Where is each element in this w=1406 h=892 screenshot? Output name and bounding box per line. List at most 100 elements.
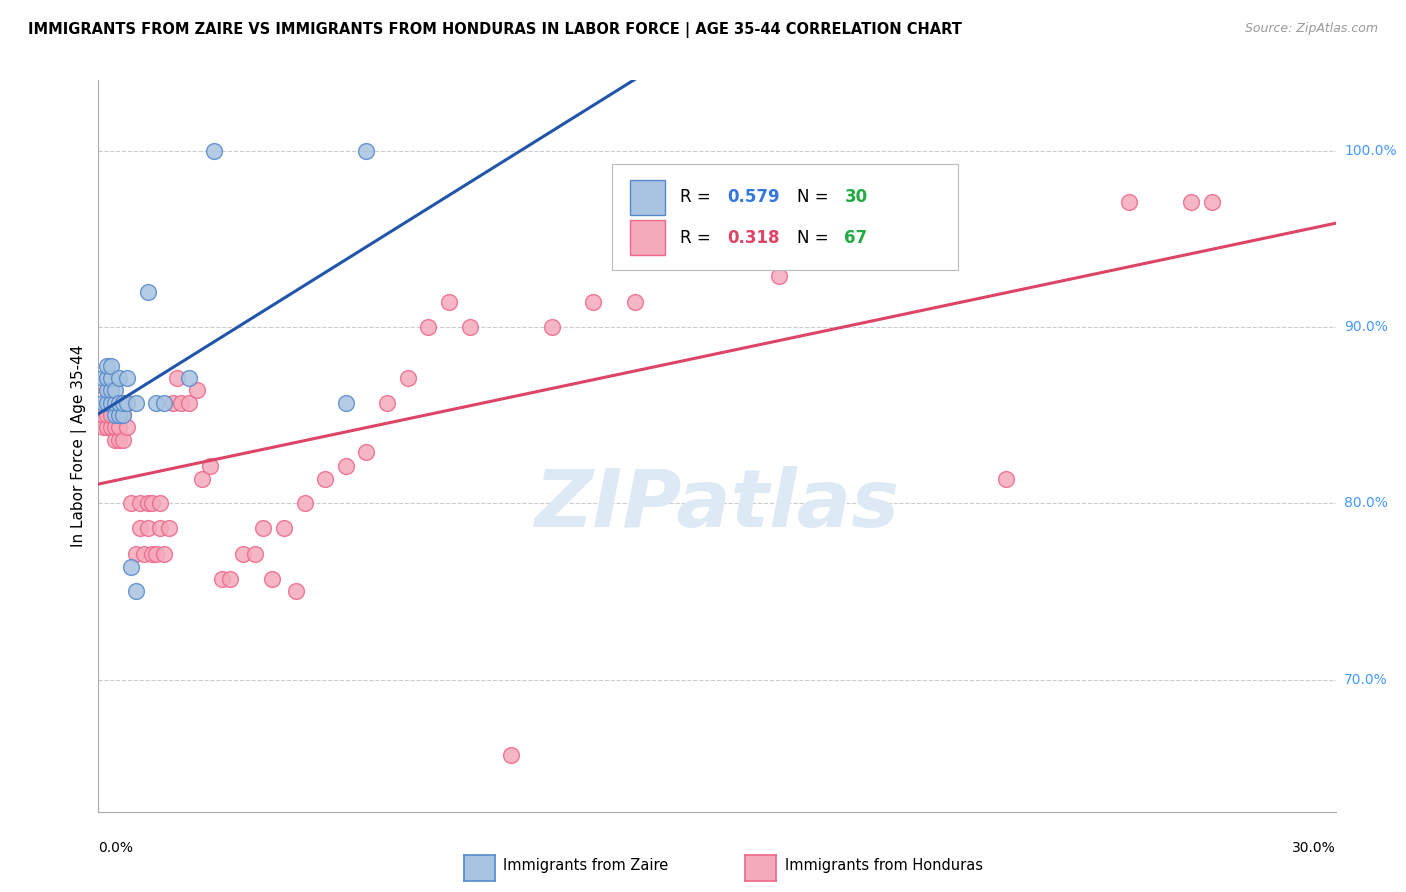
Point: [153, 396, 176, 410]
Point: [623, 295, 645, 310]
Point: [768, 268, 790, 283]
Point: [96, 396, 118, 410]
Point: [108, 420, 131, 434]
Point: [96, 396, 118, 410]
Point: [100, 396, 122, 410]
Point: [232, 548, 254, 562]
Point: [100, 408, 122, 422]
Point: [198, 459, 221, 474]
Point: [100, 359, 122, 373]
Point: [108, 371, 131, 385]
Text: 70.0%: 70.0%: [1344, 673, 1388, 687]
Point: [149, 496, 172, 510]
Point: [219, 572, 242, 586]
Point: [994, 472, 1017, 486]
Point: [458, 320, 481, 334]
Point: [145, 396, 167, 410]
Point: [124, 584, 146, 599]
Text: 67: 67: [845, 228, 868, 246]
Text: R =: R =: [681, 188, 716, 206]
Point: [186, 384, 208, 398]
Point: [202, 144, 225, 158]
Point: [112, 396, 135, 410]
Point: [141, 548, 163, 562]
Point: [96, 420, 118, 434]
Point: [136, 285, 159, 299]
Point: [335, 459, 357, 474]
Point: [285, 584, 308, 599]
Point: [104, 384, 127, 398]
Point: [145, 548, 167, 562]
Text: 0.0%: 0.0%: [98, 841, 134, 855]
FancyBboxPatch shape: [630, 180, 665, 215]
Point: [104, 396, 127, 410]
Point: [96, 371, 118, 385]
Point: [153, 548, 176, 562]
Text: Source: ZipAtlas.com: Source: ZipAtlas.com: [1244, 22, 1378, 36]
Point: [136, 496, 159, 510]
Point: [157, 521, 180, 535]
Point: [117, 396, 139, 410]
Point: [170, 396, 193, 410]
Point: [356, 445, 378, 459]
Point: [112, 408, 135, 422]
Point: [104, 396, 127, 410]
Point: [1118, 194, 1140, 209]
Point: [243, 548, 266, 562]
Text: Immigrants from Honduras: Immigrants from Honduras: [785, 858, 983, 872]
Text: IMMIGRANTS FROM ZAIRE VS IMMIGRANTS FROM HONDURAS IN LABOR FORCE | AGE 35-44 COR: IMMIGRANTS FROM ZAIRE VS IMMIGRANTS FROM…: [28, 22, 962, 38]
Point: [179, 396, 201, 410]
Point: [252, 521, 274, 535]
Text: N =: N =: [797, 228, 834, 246]
Point: [418, 320, 440, 334]
Point: [211, 572, 233, 586]
FancyBboxPatch shape: [630, 220, 665, 255]
Point: [96, 384, 118, 398]
Point: [100, 396, 122, 410]
Point: [190, 472, 212, 486]
Point: [335, 396, 357, 410]
Point: [96, 359, 118, 373]
Text: 100.0%: 100.0%: [1344, 144, 1396, 158]
Point: [141, 496, 163, 510]
Point: [112, 433, 135, 447]
Point: [91, 371, 114, 385]
Point: [851, 244, 873, 259]
Point: [128, 496, 150, 510]
Text: 80.0%: 80.0%: [1344, 496, 1388, 510]
Point: [104, 420, 127, 434]
Point: [120, 496, 142, 510]
Point: [108, 408, 131, 422]
Point: [96, 408, 118, 422]
Y-axis label: In Labor Force | Age 35-44: In Labor Force | Age 35-44: [72, 345, 87, 547]
Point: [100, 420, 122, 434]
Point: [124, 396, 146, 410]
FancyBboxPatch shape: [612, 164, 959, 270]
Text: 30: 30: [845, 188, 868, 206]
Text: 90.0%: 90.0%: [1344, 320, 1388, 334]
Point: [437, 295, 460, 310]
Point: [166, 371, 188, 385]
Point: [273, 521, 295, 535]
Point: [108, 396, 131, 410]
Point: [1180, 194, 1202, 209]
Text: Immigrants from Zaire: Immigrants from Zaire: [503, 858, 669, 872]
Point: [108, 433, 131, 447]
Point: [541, 320, 564, 334]
Point: [104, 433, 127, 447]
Point: [314, 472, 336, 486]
Point: [100, 384, 122, 398]
Point: [294, 496, 316, 510]
Text: 0.318: 0.318: [727, 228, 779, 246]
Point: [91, 408, 114, 422]
Point: [96, 384, 118, 398]
Point: [112, 408, 135, 422]
Point: [136, 521, 159, 535]
Text: 0.579: 0.579: [727, 188, 779, 206]
Point: [104, 408, 127, 422]
Point: [124, 548, 146, 562]
Point: [100, 371, 122, 385]
Point: [149, 521, 172, 535]
Text: ZIPatlas: ZIPatlas: [534, 466, 900, 543]
Point: [117, 371, 139, 385]
